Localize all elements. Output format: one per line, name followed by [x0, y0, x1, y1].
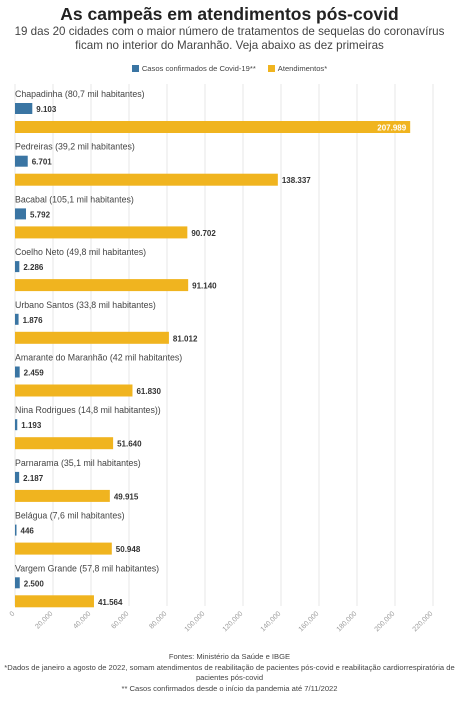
data-label-atendimentos: 50.948 — [116, 545, 141, 554]
bar-atendimentos — [15, 331, 169, 344]
x-tick-label: 160,000 — [298, 610, 321, 633]
category-label: Vargem Grande (57,8 mil habitantes) — [15, 563, 159, 573]
bar-atendimentos — [15, 121, 411, 133]
bar-chart: 0 20,000 40,000 60,000 80,000 100,000 120,000 1… — [9, 84, 435, 633]
bar-atendimentos — [15, 437, 114, 450]
data-label-cases: 1.193 — [21, 421, 42, 430]
data-label-atendimentos: 207.989 — [377, 124, 406, 133]
category-label: Chapadinha (80,7 mil habitantes) — [15, 89, 145, 99]
bar-cases — [15, 471, 20, 483]
data-label-atendimentos: 138.337 — [282, 176, 311, 185]
category-label: Coelho Neto (49,8 mil habitantes) — [15, 247, 146, 257]
legend-item-atendimentos: Atendimentos* — [267, 64, 328, 73]
data-label-cases: 2.459 — [24, 369, 45, 378]
category-label: Bacabal (105,1 mil habitantes) — [15, 194, 134, 204]
legend-swatch-atendimentos — [267, 65, 275, 72]
legend-item-cases: Casos confirmados de Covid-19** — [131, 64, 256, 73]
bar-atendimentos — [15, 489, 110, 502]
x-tick-label: 60,000 — [110, 610, 130, 630]
chart-footer: Fontes: Ministério da Saúde e IBGE *Dado… — [0, 652, 459, 694]
bar-cases — [15, 208, 27, 220]
bar-cases — [15, 313, 19, 325]
x-tick-label: 0 — [9, 610, 17, 618]
x-tick-label: 40,000 — [72, 610, 92, 630]
data-label-cases: 5.792 — [30, 210, 51, 219]
x-tick-label: 120,000 — [222, 610, 245, 633]
footer-note-cases: ** Casos confirmados desde o início da p… — [121, 683, 338, 693]
data-label-cases: 9.103 — [36, 105, 57, 114]
data-label-cases: 2.500 — [24, 579, 45, 588]
bar-atendimentos — [15, 384, 133, 397]
footer-sources: Fontes: Ministério da Saúde e IBGE — [168, 652, 291, 661]
data-label-atendimentos: 61.830 — [136, 387, 161, 396]
data-label-atendimentos: 51.640 — [117, 440, 142, 449]
category-label: Amarante do Maranhão (42 mil habitantes) — [15, 353, 182, 363]
bar-cases — [15, 261, 20, 273]
data-label-cases: 2.187 — [23, 474, 44, 483]
category-label: Belágua (7,6 mil habitantes) — [15, 511, 125, 521]
data-label-atendimentos: 91.140 — [192, 282, 217, 291]
bar-atendimentos — [15, 595, 94, 608]
category-label: Nina Rodrigues (14,8 mil habitantes)) — [15, 405, 161, 415]
bar-cases — [15, 577, 20, 589]
category-label: Parnarama (35,1 mil habitantes) — [15, 458, 141, 468]
legend-label-atendimentos: Atendimentos* — [277, 64, 328, 73]
bar-atendimentos — [15, 542, 112, 555]
data-label-atendimentos: 81.012 — [173, 334, 198, 343]
data-label-atendimentos: 49.915 — [114, 492, 139, 501]
bar-cases — [15, 103, 33, 114]
x-tick-label: 20,000 — [34, 610, 54, 630]
data-label-cases: 446 — [21, 527, 35, 536]
chart-subtitle: 19 das 20 cidades com o maior número de … — [14, 25, 445, 52]
bar-cases — [15, 155, 28, 167]
category-label: Pedreiras (39,2 mil habitantes) — [15, 142, 135, 152]
chart-legend: Casos confirmados de Covid-19** Atendime… — [0, 64, 459, 73]
data-label-cases: 6.701 — [32, 158, 53, 167]
footer-note-atendimentos: *Dados de janeiro a agosto de 2022, soma… — [4, 662, 455, 683]
x-tick-label: 200,000 — [374, 610, 397, 633]
data-label-atendimentos: 90.702 — [191, 229, 216, 238]
data-label-cases: 2.286 — [23, 263, 44, 272]
bar-atendimentos — [15, 226, 188, 239]
x-tick-label: 180,000 — [336, 610, 359, 633]
bar-atendimentos — [15, 279, 189, 292]
bar-atendimentos — [15, 173, 278, 186]
chart-title: As campeãs em atendimentos pós-covid — [60, 4, 399, 24]
legend-swatch-cases — [131, 65, 139, 72]
data-label-cases: 1.876 — [23, 316, 44, 325]
x-tick-label: 220,000 — [412, 610, 435, 633]
x-tick-label: 140,000 — [260, 610, 283, 633]
legend-label-cases: Casos confirmados de Covid-19** — [141, 64, 256, 73]
bar-cases — [15, 524, 17, 536]
bar-cases — [15, 366, 20, 378]
category-label: Urbano Santos (33,8 mil habitantes) — [15, 300, 156, 310]
data-label-atendimentos: 41.564 — [98, 598, 123, 607]
x-tick-label: 100,000 — [184, 610, 207, 633]
x-tick-label: 80,000 — [148, 610, 168, 630]
bar-cases — [15, 419, 18, 431]
